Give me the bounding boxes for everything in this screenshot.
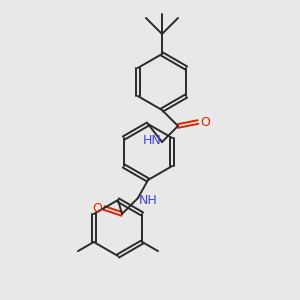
Text: HN: HN: [142, 134, 161, 146]
Text: O: O: [200, 116, 210, 128]
Text: NH: NH: [139, 194, 158, 208]
Text: O: O: [92, 202, 102, 214]
